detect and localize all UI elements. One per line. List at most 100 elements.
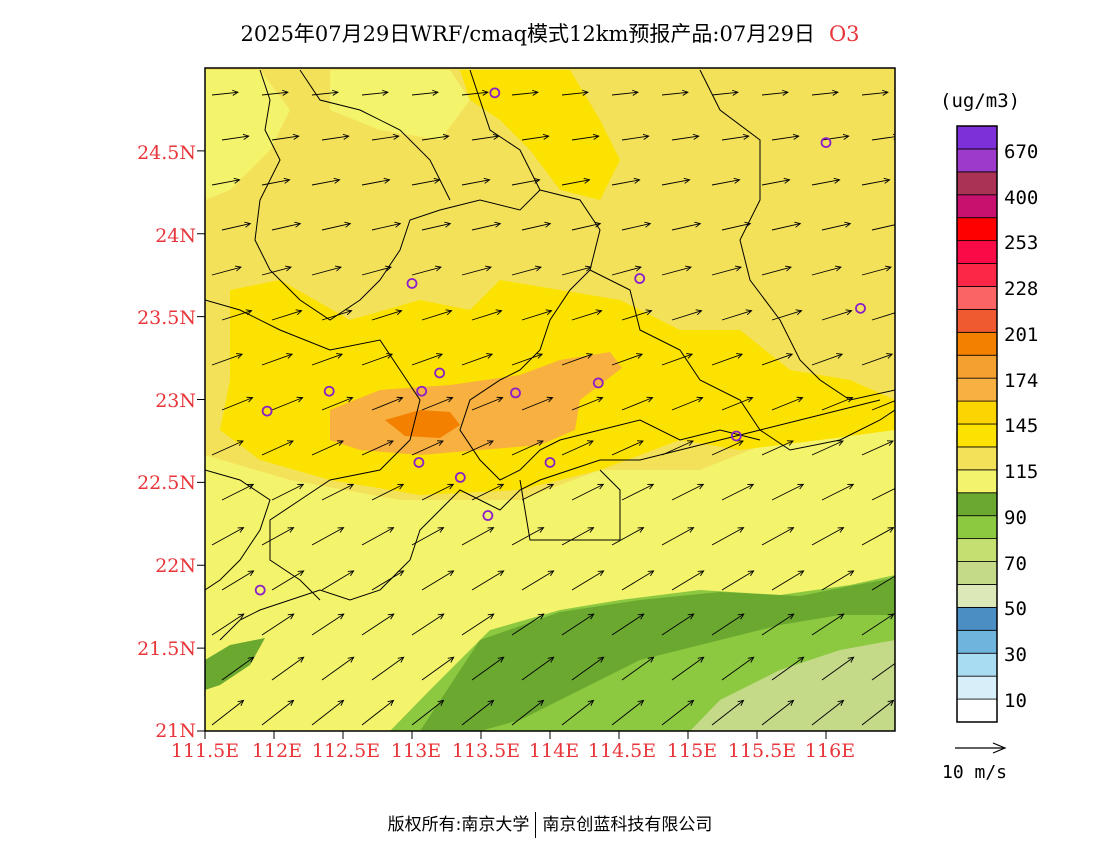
wind-arrow — [611, 440, 644, 456]
wind-arrow — [311, 177, 341, 186]
wind-arrow — [761, 527, 795, 546]
wind-arrow — [661, 699, 695, 726]
wind-arrow — [521, 309, 553, 321]
wind-arrow — [461, 699, 495, 726]
wind-arrow — [221, 656, 255, 681]
wind-arrow — [821, 396, 854, 411]
wind-arrow — [571, 221, 602, 231]
wind-arrow — [561, 89, 589, 96]
wind-arrow — [611, 89, 639, 96]
wind-arrow — [621, 656, 655, 681]
wind-arrow — [611, 265, 642, 276]
wind-arrow — [521, 396, 554, 411]
wind-arrow — [821, 656, 855, 681]
station-marker — [416, 385, 428, 397]
wind-arrow — [711, 440, 744, 456]
wind-arrow — [661, 440, 694, 456]
station-marker — [855, 302, 866, 314]
colorbar-swatch — [956, 286, 998, 310]
wind-arrow — [411, 89, 439, 96]
wind-arrow — [471, 309, 503, 321]
wind-arrow — [411, 177, 441, 186]
wind-arrow — [821, 133, 850, 141]
station-marker — [434, 367, 446, 379]
wind-arrow — [321, 309, 353, 321]
wind-arrow — [421, 396, 454, 411]
wind-arrow — [211, 353, 244, 366]
wind-arrow — [711, 89, 739, 96]
wind-arrow — [771, 483, 805, 501]
wind-arrow — [611, 353, 644, 366]
wind-arrow — [721, 396, 754, 411]
wind-arrow — [321, 656, 355, 681]
wind-arrow — [511, 527, 545, 546]
wind-arrow — [661, 613, 695, 636]
station-marker — [544, 457, 556, 468]
wind-arrow — [621, 483, 655, 501]
wind-arrow — [811, 699, 845, 726]
footer-divider — [535, 812, 537, 838]
ozone-band-115-north-west — [205, 70, 290, 200]
title-text: 2025年07月29日WRF/cmaq模式12km预报产品:07月29日 — [240, 22, 815, 46]
wind-arrow — [421, 656, 455, 681]
wind-arrow — [371, 396, 404, 411]
wind-arrow — [871, 662, 895, 681]
boundaries — [205, 69, 895, 641]
wind-arrow — [871, 487, 895, 501]
wind-arrow — [471, 133, 500, 141]
monitoring-stations — [254, 87, 866, 596]
lat-tick-22: 22N — [155, 555, 196, 577]
colorbar-swatch — [956, 584, 998, 608]
colorbar-label: 115 — [1004, 461, 1039, 483]
wind-arrow — [621, 221, 652, 231]
axis-ticks — [197, 150, 827, 739]
wind-arrow — [671, 221, 702, 231]
wind-arrow — [871, 575, 895, 591]
wind-arrow — [671, 656, 705, 681]
lat-tick-21: 21N — [155, 720, 196, 742]
station-marker — [592, 377, 604, 389]
wind-arrow — [461, 177, 491, 186]
wind-arrow — [361, 177, 391, 186]
wind-arrow — [621, 396, 654, 411]
wind-arrow — [561, 699, 595, 726]
lat-tick-24: 24N — [155, 225, 196, 247]
wind-arrow — [221, 570, 255, 591]
wind-arrow — [771, 570, 805, 591]
wind-arrow — [311, 89, 339, 96]
wind-arrow — [771, 133, 800, 141]
wind-arrow — [721, 133, 750, 141]
wind-arrow — [361, 527, 395, 546]
wind-arrow — [761, 353, 794, 366]
wind-arrow — [661, 89, 689, 96]
wind-arrow — [411, 265, 442, 276]
wind-arrow — [721, 309, 753, 321]
wind-arrow — [211, 527, 245, 546]
wind-arrow — [371, 570, 405, 591]
colorbar-swatch — [956, 629, 998, 654]
wind-arrow — [621, 309, 653, 321]
wind-arrow — [711, 265, 742, 276]
wind-arrow — [511, 440, 544, 456]
colorbar-swatch — [956, 354, 998, 379]
colorbar-swatch — [956, 492, 998, 517]
wind-arrow — [711, 353, 744, 366]
colorbar-swatch — [956, 148, 998, 173]
boundary-north-2 — [299, 69, 451, 201]
wind-arrow — [211, 89, 239, 96]
wind-arrow — [321, 396, 354, 411]
colorbar-swatch — [956, 400, 998, 425]
colorbar-label: 90 — [1004, 507, 1027, 529]
wind-reference-label: 10 m/s — [942, 762, 1008, 783]
colorbar-unit: (ug/m3) — [940, 90, 1021, 112]
wind-arrow — [761, 699, 795, 726]
footer-copyright: 版权所有:南京大学 南京创蓝科技有限公司 — [0, 810, 1100, 838]
wind-arrow — [861, 613, 895, 636]
station-marker — [510, 387, 521, 399]
boundary-east — [589, 269, 895, 451]
wind-arrow — [721, 483, 755, 501]
wind-arrow — [421, 221, 452, 231]
colorbar-swatch — [956, 423, 998, 448]
wind-arrow — [471, 221, 502, 231]
